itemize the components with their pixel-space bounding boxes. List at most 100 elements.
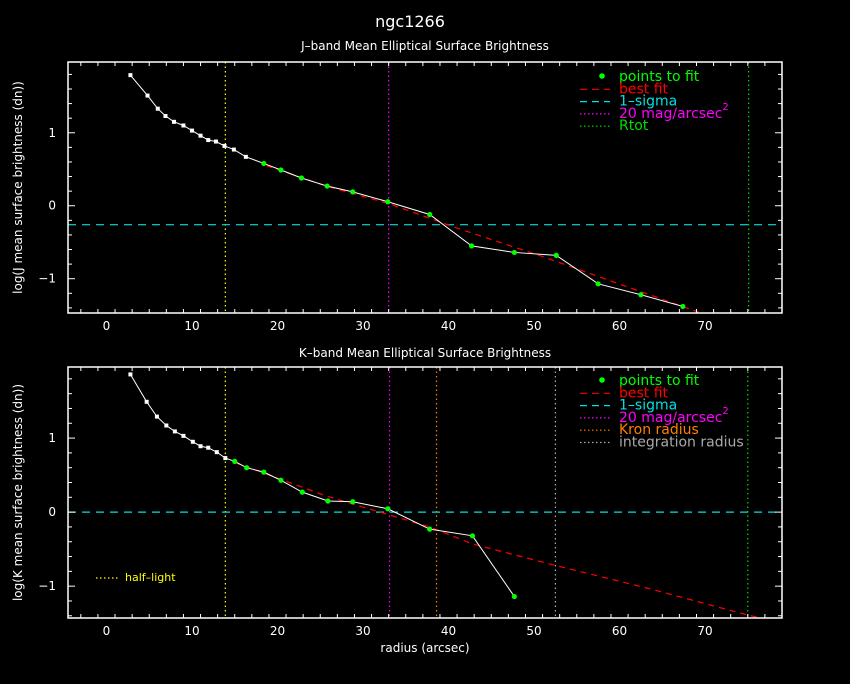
profile-point xyxy=(213,139,218,144)
legend-label: Kron radius xyxy=(619,422,699,438)
y-tick-label: 0 xyxy=(48,505,56,519)
x-tick-label: 30 xyxy=(355,624,370,638)
profile-point xyxy=(223,456,228,461)
y-tick-label: −1 xyxy=(38,272,56,286)
profile-point xyxy=(189,128,194,133)
fit-point xyxy=(553,252,559,258)
fit-point xyxy=(232,458,238,465)
profile-point xyxy=(222,143,227,148)
profile-point xyxy=(206,445,211,450)
y-axis-label: log(J mean surface brightness (dn)) xyxy=(11,81,25,294)
legend-label: integration radius xyxy=(619,435,744,451)
x-tick-label: 20 xyxy=(270,319,285,333)
legend-label: points to fit xyxy=(619,373,700,389)
x-tick-label: 0 xyxy=(103,624,111,638)
fit-point xyxy=(427,211,433,218)
fit-point xyxy=(469,243,475,249)
profile-point xyxy=(154,414,159,419)
figure-title: ngc1266 xyxy=(375,12,445,31)
y-tick-label: 1 xyxy=(48,126,56,140)
profile-point xyxy=(190,439,195,444)
y-tick-label: 0 xyxy=(48,199,56,213)
fit-point xyxy=(595,281,601,287)
fit-point xyxy=(469,533,476,539)
legend-label: Rtot xyxy=(619,118,649,134)
legend-superscript: 2 xyxy=(722,406,728,417)
legend-label: points to fit xyxy=(619,69,700,85)
best-fit-line xyxy=(266,165,701,314)
x-tick-label: 40 xyxy=(441,624,456,638)
profile-point xyxy=(206,138,211,143)
x-tick-label: 0 xyxy=(103,319,111,333)
plot-frame xyxy=(67,366,783,619)
profile-point xyxy=(172,429,177,434)
y-tick-label: −1 xyxy=(38,579,56,593)
fit-point xyxy=(511,249,517,256)
fit-point xyxy=(350,189,356,195)
legend-marker xyxy=(599,73,605,79)
y-tick-label: 1 xyxy=(48,431,56,445)
x-tick-label: 60 xyxy=(612,624,627,638)
panel-title: J–band Mean Elliptical Surface Brightnes… xyxy=(300,39,549,53)
fit-point xyxy=(325,498,331,504)
fit-point xyxy=(350,499,356,505)
x-tick-label: 20 xyxy=(270,624,285,638)
legend-label-half-light: half–light xyxy=(125,571,176,584)
profile-point xyxy=(144,399,149,404)
fit-point xyxy=(385,506,391,512)
panel-k-band: K–band Mean Elliptical Surface Brightnes… xyxy=(11,346,783,638)
x-axis-label: radius (arcsec) xyxy=(380,641,469,655)
fit-point xyxy=(511,593,517,600)
profile-point xyxy=(181,123,186,128)
legend-label: 20 mag/arcsec2 xyxy=(619,406,729,426)
profile-point xyxy=(128,372,133,377)
fit-point xyxy=(278,167,284,173)
profile-point xyxy=(172,119,177,124)
fit-point xyxy=(324,183,330,189)
fit-point xyxy=(299,489,305,495)
plot-frame xyxy=(67,61,783,314)
x-tick-label: 60 xyxy=(612,319,627,333)
x-tick-label: 50 xyxy=(526,624,541,638)
profile-point xyxy=(145,93,150,98)
profile-point xyxy=(198,444,203,449)
fit-point xyxy=(261,469,267,475)
profile-point xyxy=(198,133,203,138)
profile-point xyxy=(181,433,186,438)
profile-line xyxy=(129,374,515,597)
fit-point xyxy=(244,465,250,471)
x-tick-label: 10 xyxy=(184,624,199,638)
profile-point xyxy=(163,113,168,118)
x-tick-label: 70 xyxy=(697,319,712,333)
profile-point xyxy=(128,73,133,78)
profile-point xyxy=(231,147,236,152)
profile-point xyxy=(214,450,219,455)
profile-point xyxy=(164,423,169,428)
legend-superscript: 2 xyxy=(722,102,728,113)
panel-title: K–band Mean Elliptical Surface Brightnes… xyxy=(299,346,551,360)
x-tick-label: 30 xyxy=(355,319,370,333)
x-tick-label: 70 xyxy=(697,624,712,638)
panel-j-band: J–band Mean Elliptical Surface Brightnes… xyxy=(11,39,783,333)
legend-marker xyxy=(599,377,605,383)
fit-point xyxy=(298,175,305,181)
legend-label: best fit xyxy=(619,81,669,97)
fit-point xyxy=(278,477,284,483)
best-fit-line xyxy=(234,461,761,619)
fit-point xyxy=(638,292,644,298)
x-tick-label: 40 xyxy=(441,319,456,333)
fit-point xyxy=(680,303,686,310)
legend-label: best fit xyxy=(619,385,669,401)
fit-point xyxy=(427,526,433,532)
legend-label: 1–sigma xyxy=(619,398,677,414)
x-tick-label: 10 xyxy=(184,319,199,333)
legend-label: 1–sigma xyxy=(619,94,677,110)
y-axis-label: log(K mean surface brightness (dn)) xyxy=(11,384,25,601)
x-tick-label: 50 xyxy=(526,319,541,333)
fit-point xyxy=(385,199,391,205)
profile-point xyxy=(155,106,160,111)
profile-point xyxy=(243,154,248,159)
fit-point xyxy=(261,160,267,167)
